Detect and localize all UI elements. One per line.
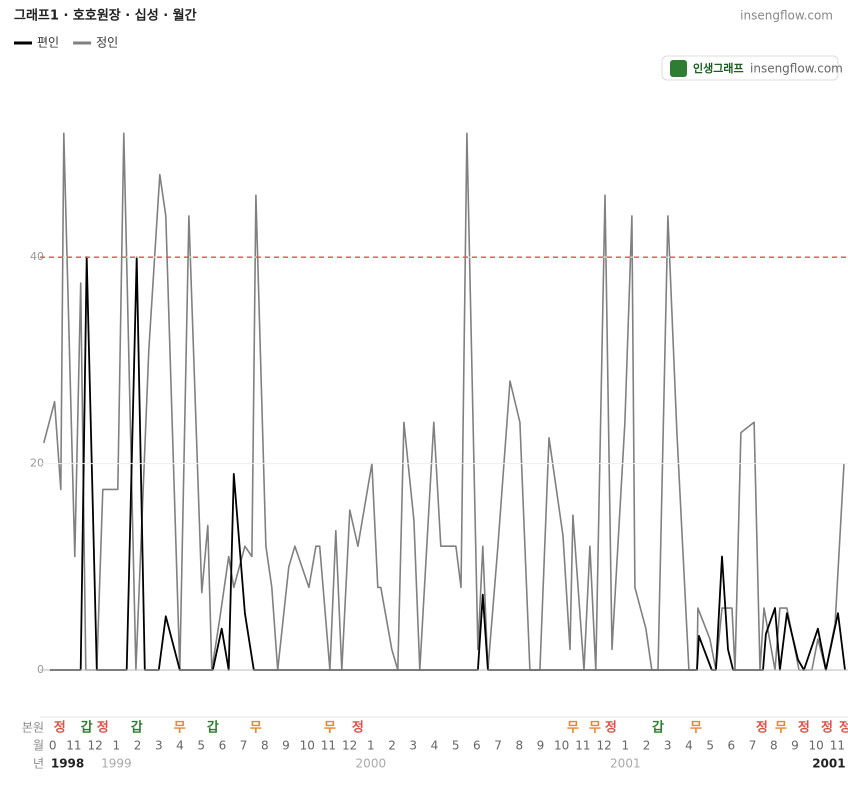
x-tick-label: 7 — [749, 739, 757, 753]
stem-label: 정 — [352, 720, 364, 736]
watermark: insengflow.com — [740, 9, 833, 23]
x-tick-label: 11 — [575, 739, 590, 753]
stem-label: 무 — [250, 721, 262, 736]
stem-label: 정 — [54, 720, 66, 736]
year-label: 1998 — [51, 757, 84, 771]
x-tick-label: 4 — [685, 739, 693, 753]
x-tick-label: 10 — [809, 739, 824, 753]
badge-box — [661, 55, 839, 81]
x-tick-label: 6 — [473, 739, 481, 753]
stem-label: 갑 — [652, 720, 664, 736]
stem-label: 정 — [97, 720, 109, 736]
chart-title: 그래프1 · 호호원장 · 십성 · 월간 — [14, 8, 197, 24]
x-tick-label: 11 — [66, 739, 81, 753]
x-tick-label: 2 — [388, 739, 396, 753]
x-tick-label: 1 — [622, 739, 630, 753]
x-tick-label: 7 — [494, 739, 502, 753]
stem-label: 무 — [690, 721, 702, 736]
x-tick-label: 5 — [452, 739, 460, 753]
stem-label: 갑 — [81, 720, 93, 736]
x-tick-label: 1 — [113, 739, 121, 753]
x-tick-label: 5 — [706, 739, 714, 753]
x-tick-label: 12 — [342, 739, 357, 753]
stem-label: 정 — [605, 720, 617, 736]
series-line — [43, 132, 845, 671]
x-tick-label: 8 — [261, 739, 269, 753]
x-tick-label: 9 — [791, 739, 799, 753]
x-tick-label: 5 — [197, 739, 205, 753]
year-label: 1999 — [101, 757, 132, 771]
x-tick-label: 1 — [367, 739, 375, 753]
stem-label: 무 — [589, 721, 601, 736]
x-tick-label: 12 — [87, 739, 102, 753]
legend-label: 정인 — [96, 36, 118, 50]
x-tick-label: 9 — [282, 739, 290, 753]
x-tick-label: 11 — [830, 739, 845, 753]
stem-label: 무 — [775, 721, 787, 736]
x-tick-label: 10 — [300, 739, 315, 753]
year-label: 2001 — [812, 757, 845, 771]
x-tick-label: 3 — [664, 739, 672, 753]
x-tick-label: 4 — [431, 739, 439, 753]
y-tick-label: 40 — [30, 250, 44, 263]
x-tick-label: 8 — [770, 739, 778, 753]
stem-label: 갑 — [207, 720, 219, 736]
badge-icon — [670, 60, 687, 77]
x-tick-label: 9 — [537, 739, 545, 753]
y-tick-label: 20 — [30, 457, 44, 470]
stem-label: 무 — [324, 721, 336, 736]
x-tick-label: 7 — [240, 739, 248, 753]
legend-label: 편인 — [37, 36, 59, 50]
row-label: 년 — [33, 757, 44, 771]
x-tick-label: 3 — [409, 739, 417, 753]
stem-label: 정 — [756, 720, 768, 736]
row-label: 월 — [33, 739, 44, 753]
x-tick-label: 4 — [176, 739, 184, 753]
x-tick-label: 0 — [49, 739, 57, 753]
row-label: 본원 — [22, 721, 44, 735]
x-tick-label: 10 — [554, 739, 569, 753]
x-tick-label: 6 — [728, 739, 736, 753]
stem-label: 정 — [821, 720, 833, 736]
badge-brand: 인생그래프 — [693, 61, 744, 75]
x-tick-label: 12 — [596, 739, 611, 753]
x-tick-label: 2 — [643, 739, 651, 753]
year-label: 2001 — [610, 757, 641, 771]
stem-label: 무 — [567, 721, 579, 736]
plot — [43, 132, 846, 671]
badge-site: insengflow.com — [750, 62, 843, 76]
stem-label: 갑 — [131, 720, 143, 736]
x-tick-label: 11 — [321, 739, 336, 753]
x-tick-label: 3 — [155, 739, 163, 753]
x-tick-label: 6 — [219, 739, 227, 753]
year-label: 2000 — [356, 757, 387, 771]
stem-label: 무 — [174, 721, 186, 736]
x-tick-label: 2 — [134, 739, 142, 753]
x-tick-label: 8 — [515, 739, 523, 753]
stem-label: 정 — [839, 720, 848, 736]
stem-label: 정 — [798, 720, 810, 736]
